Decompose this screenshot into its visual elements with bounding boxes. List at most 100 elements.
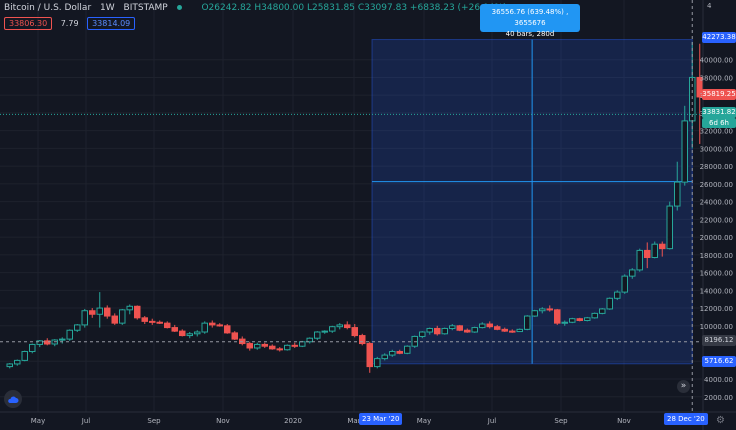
candle xyxy=(284,344,291,351)
time-axis-label: Jul xyxy=(81,417,91,425)
measure-low-price-tag: 5716.62 xyxy=(702,356,736,367)
candle-body xyxy=(36,340,43,345)
candle-body xyxy=(141,317,148,322)
price-axis-label: 38000.00 xyxy=(700,74,733,82)
candle xyxy=(29,343,36,354)
candle xyxy=(494,324,501,331)
buy-button[interactable]: 33814.09 xyxy=(87,17,136,30)
tradingview-logo-icon[interactable] xyxy=(4,390,22,408)
candle-body xyxy=(224,325,231,334)
candle xyxy=(291,342,298,348)
candle xyxy=(471,326,478,333)
price-axis[interactable]: 40000.0038000.0036000.0034000.0032000.00… xyxy=(700,0,733,430)
candle-body xyxy=(621,275,628,293)
candle-body xyxy=(111,315,118,324)
candle-body xyxy=(636,249,643,271)
candle xyxy=(569,317,576,324)
price-axis-label: 18000.00 xyxy=(700,252,733,260)
measure-start-date-tag: 23 Mar '20 xyxy=(359,413,403,425)
candle xyxy=(561,320,568,326)
candle xyxy=(659,241,666,257)
measure-end-date-tag: 28 Dec '20 xyxy=(664,413,708,425)
candle-body xyxy=(419,331,426,337)
candle xyxy=(464,328,471,333)
candle xyxy=(479,322,486,329)
exchange-label: BITSTAMP xyxy=(123,3,168,13)
gear-icon[interactable]: ⚙ xyxy=(716,415,725,426)
candle-body xyxy=(96,307,103,315)
candle xyxy=(456,324,463,332)
last-price-tag: 35819.25 xyxy=(702,89,736,100)
candle xyxy=(651,241,658,259)
candle-body xyxy=(344,324,351,329)
candle xyxy=(216,323,223,327)
candle xyxy=(524,315,531,331)
candle xyxy=(179,329,186,337)
candle xyxy=(96,292,103,328)
chart-header: Bitcoin / U.S. Dollar 1W BITSTAMP O26242… xyxy=(4,3,506,13)
candle xyxy=(396,349,403,355)
candle-body xyxy=(201,322,208,333)
ohlc-change: +6838.23 (+26.04%) xyxy=(409,3,507,13)
candle xyxy=(389,349,396,357)
price-axis-label-partial: 4 xyxy=(707,2,712,10)
candle xyxy=(246,341,253,351)
candle xyxy=(194,330,201,337)
measure-tooltip-bars: 40 bars, 280d xyxy=(505,30,555,38)
candle-body xyxy=(524,315,531,330)
interval-label[interactable]: 1W xyxy=(100,3,115,13)
candle xyxy=(201,321,208,334)
price-axis-label: 22000.00 xyxy=(700,216,733,224)
price-axis-label: 10000.00 xyxy=(700,323,733,331)
candle-body xyxy=(66,329,73,340)
candle xyxy=(224,324,231,334)
symbol-title[interactable]: Bitcoin / U.S. Dollar xyxy=(4,3,92,13)
time-axis-label: Mar xyxy=(347,417,360,425)
time-axis[interactable]: May Jul Sep Nov 2020 Mar May Jul Sep Nov xyxy=(0,411,736,425)
candle-body xyxy=(321,330,328,333)
candle xyxy=(269,344,276,350)
time-axis-label: May xyxy=(417,417,431,425)
sell-button[interactable]: 33806.30 xyxy=(4,17,53,30)
candle xyxy=(14,359,21,366)
market-status-icon xyxy=(176,5,182,10)
candle xyxy=(336,323,343,330)
candle xyxy=(546,305,553,312)
candle-body xyxy=(599,308,606,314)
candle-body xyxy=(441,327,448,335)
ohlc-high: H34800.00 xyxy=(254,3,305,13)
candle xyxy=(614,290,621,301)
candle-body xyxy=(194,331,201,335)
candle-body xyxy=(231,332,238,340)
candle xyxy=(674,161,681,211)
candle-body xyxy=(216,324,223,327)
candle-body xyxy=(674,181,681,207)
candle xyxy=(681,105,688,186)
candle xyxy=(156,320,163,325)
price-axis-label: 30000.00 xyxy=(700,145,733,153)
scroll-right-icon[interactable]: » xyxy=(677,380,690,393)
candle-body xyxy=(576,318,583,321)
candle xyxy=(441,327,448,335)
candle xyxy=(254,342,261,350)
candle-body xyxy=(494,326,501,330)
candle-body xyxy=(629,269,636,277)
candle-body xyxy=(314,331,321,339)
candle xyxy=(636,248,643,272)
spread-value: 7.79 xyxy=(60,19,79,28)
candle-body xyxy=(59,338,66,341)
candle xyxy=(171,324,178,333)
candle-body xyxy=(81,310,88,326)
candle xyxy=(374,356,381,369)
candle-body xyxy=(659,243,666,250)
candle-body xyxy=(336,324,343,328)
price-axis-label: 14000.00 xyxy=(700,287,733,295)
candle-body xyxy=(614,291,621,299)
candle xyxy=(329,325,336,333)
trade-quotes: 33806.30 7.79 33814.09 xyxy=(4,17,136,30)
candle-body xyxy=(126,305,133,311)
candle-body xyxy=(261,343,268,347)
candle xyxy=(351,324,358,338)
time-axis-label: Nov xyxy=(617,417,631,425)
